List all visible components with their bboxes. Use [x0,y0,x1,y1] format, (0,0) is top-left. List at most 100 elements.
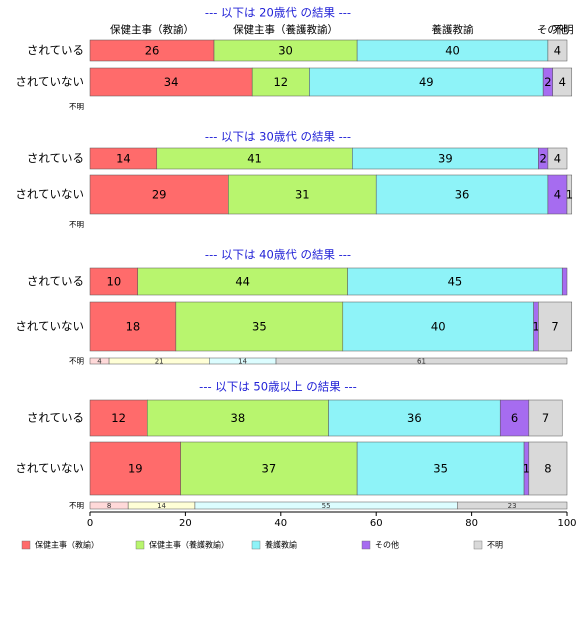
legend-label: 保健主事（養護教諭） [149,540,229,550]
bar-value-label: 8 [544,462,551,476]
bar-segment [547,147,568,170]
row-label: されていない [15,75,84,89]
bar-segment [89,399,148,437]
bar-value-label: 40 [445,44,460,58]
row-label: されていない [15,187,84,201]
bar-value-label: 6 [511,411,518,425]
bar-segment [552,67,573,97]
bar-segment [180,441,358,496]
x-tick-label: 20 [179,518,192,529]
bar-value-label: 21 [155,358,164,366]
bar-segment [356,441,525,496]
bar-value-label: 12 [273,75,288,89]
bar-value-label: 4 [554,188,561,202]
bar-segment [547,39,568,62]
row-label: 不明 [69,220,84,229]
bar-value-label: 10 [107,275,122,289]
bar-value-label: 14 [116,152,131,166]
bar-value-label: 30 [278,44,293,58]
bar-value-label: 1 [523,462,530,476]
row-label: 不明 [69,501,84,510]
bar-value-label: 4 [554,152,561,166]
top-category-label: 保健主事（教諭） [110,23,194,36]
top-category-label: 保健主事（養護教諭） [233,23,338,36]
bar-segment [375,174,549,215]
bar-value-label: 37 [262,462,277,476]
bar-value-label: 49 [419,75,434,89]
bar-value-label: 55 [322,502,331,510]
panel-title: --- 以下は 40歳代 の結果 --- [205,248,351,262]
row-label: されている [27,43,84,57]
bar-value-label: 14 [157,502,166,510]
row-label: 不明 [69,102,84,111]
bar-value-label: 12 [111,411,126,425]
bar-value-label: 7 [542,411,549,425]
bar-value-label: 2 [544,75,551,89]
bar-segment [457,501,568,510]
bar-segment [538,301,573,352]
x-tick-label: 100 [557,518,576,529]
x-tick-label: 60 [370,518,383,529]
row-label: されている [27,274,84,288]
legend-label: 養護教諭 [265,540,297,550]
row-label: されていない [15,461,84,475]
legend-swatch [135,540,145,550]
bar-value-label: 1 [566,188,573,202]
bar-value-label: 36 [455,188,470,202]
bar-value-label: 26 [145,44,160,58]
bar-segment [89,174,229,215]
x-tick-label: 0 [87,518,93,529]
top-category-label: 養護教諭 [432,23,474,36]
bar-segment [137,267,348,296]
bar-segment [342,301,534,352]
bar-value-label: 35 [252,320,267,334]
row-label: されている [27,411,84,425]
bar-value-label: 4 [559,75,566,89]
legend-swatch [473,540,483,550]
bar-value-label: 19 [128,462,143,476]
bar-value-label: 38 [231,411,246,425]
bar-segment [566,174,573,215]
bar-value-label: 39 [438,152,453,166]
bar-value-label: 18 [126,320,141,334]
bar-segment [89,267,138,296]
bar-value-label: 34 [164,75,179,89]
legend-label: 保健主事（教諭） [35,540,99,550]
bar-value-label: 4 [554,44,561,58]
row-label: 不明 [69,357,84,366]
bar-value-label: 29 [152,188,167,202]
bar-value-label: 2 [539,152,546,166]
bar-segment [499,399,530,437]
bar-value-label: 61 [417,358,426,366]
bar-value-label: 41 [247,152,262,166]
row-label: されている [27,151,84,165]
bar-value-label: 14 [238,358,247,366]
top-category-label: その他 [537,23,569,36]
bar-segment [528,399,563,437]
bar-value-label: 35 [433,462,448,476]
bar-value-label: 7 [551,320,558,334]
bar-segment [89,67,253,97]
legend-label: 不明 [487,541,503,550]
bar-segment [328,399,501,437]
bar-value-label: 40 [431,320,446,334]
panel-title: --- 以下は 30歳代 の結果 --- [205,130,351,144]
bar-value-label: 1 [532,320,539,334]
x-tick-label: 80 [465,518,478,529]
bar-segment [528,441,568,496]
bar-segment [561,267,568,296]
panel-title: --- 以下は 50歳以上 の結果 --- [199,380,357,394]
bar-segment [228,174,377,215]
bar-value-label: 8 [107,502,111,510]
bar-segment [275,357,568,365]
legend-swatch [21,540,31,550]
bar-segment [309,67,544,97]
bar-segment [251,67,310,97]
x-tick-label: 40 [274,518,287,529]
panel-title: --- 以下は 20歳代 の結果 --- [205,6,351,20]
bar-value-label: 36 [407,411,422,425]
bar-value-label: 23 [508,502,517,510]
bar-segment [89,441,181,496]
